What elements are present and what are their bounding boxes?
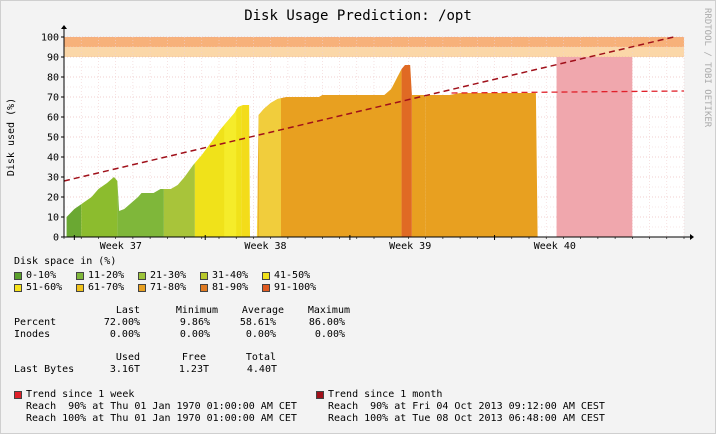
stats-header-max: Maximum (307, 305, 350, 316)
prediction-area (556, 57, 633, 237)
y-tick-label: 10 (47, 213, 59, 224)
trend-week-line2: Reach 100% at Thu 01 Jan 1970 01:00:00 A… (26, 413, 297, 424)
legend-label: 81-90% (212, 282, 249, 293)
legend-swatch (262, 284, 270, 292)
trend-week-swatch (14, 391, 22, 399)
legend-label: 31-40% (212, 270, 249, 281)
legend-label: 11-20% (88, 270, 125, 281)
y-tick-label: 60 (47, 113, 59, 124)
stats-row-label: Inodes (14, 329, 51, 340)
stats-row-label: Percent (14, 317, 57, 328)
bytes-row-total: 4.40T (246, 364, 277, 375)
y-tick-label: 90 (47, 53, 59, 64)
legend-swatch (76, 284, 84, 292)
stats-header-min: Minimum (175, 305, 218, 316)
trend-week-line1: Reach 90% at Thu 01 Jan 1970 01:00:00 AM… (26, 401, 297, 412)
usage-area-segment (425, 93, 538, 237)
legend-title: Disk space in (%) (14, 256, 117, 267)
y-tick-label: 70 (47, 93, 59, 104)
trend-month-swatch (316, 391, 324, 399)
y-tick-label: 30 (47, 173, 59, 184)
usage-area-segment (257, 69, 402, 237)
stats-row-min: 0.00% (179, 329, 210, 340)
trend-month-line (63, 36, 674, 182)
y-tick-label: 50 (47, 133, 59, 144)
legend-label: 61-70% (88, 282, 125, 293)
legend-swatch (14, 284, 22, 292)
x-tick-label: Week 37 (100, 241, 142, 252)
bytes-header-total: Total (245, 352, 276, 363)
legend-swatch (76, 272, 84, 280)
usage-area-segment (81, 177, 118, 237)
legend-swatch (200, 284, 208, 292)
watermark: RRDTOOL / TOBI OETIKER (702, 8, 712, 128)
bytes-row-used: 3.16T (109, 364, 140, 375)
legend-swatch (138, 284, 146, 292)
x-axis-arrow (690, 234, 694, 240)
y-axis-label: Disk used (%) (6, 98, 17, 176)
x-tick-label: Week 40 (534, 241, 576, 252)
trend-week-label: Trend since 1 week (26, 389, 135, 400)
stats-row-last: 72.00% (103, 317, 140, 328)
x-tick-label: Week 39 (389, 241, 431, 252)
bytes-row-label: Last Bytes (14, 364, 75, 375)
legend-swatch (138, 272, 146, 280)
bytes-header-used: Used (115, 352, 140, 363)
bytes-header-free: Free (181, 352, 206, 363)
y-tick-label: 20 (47, 193, 59, 204)
legend-swatch (14, 272, 22, 280)
legend-label: 51-60% (26, 282, 63, 293)
legend-swatch (200, 272, 208, 280)
stats-row-last: 0.00% (109, 329, 140, 340)
stats-row-max: 0.00% (314, 329, 345, 340)
usage-area-segment (401, 65, 412, 237)
y-tick-label: 0 (53, 233, 59, 244)
trend-month-label: Trend since 1 month (328, 389, 443, 400)
trend-month-line2: Reach 100% at Tue 08 Oct 2013 06:48:00 A… (328, 413, 605, 424)
legend-label: 21-30% (150, 270, 187, 281)
usage-area-segment (163, 163, 195, 237)
trend-month-line1: Reach 90% at Fri 04 Oct 2013 09:12:00 AM… (328, 401, 605, 412)
y-tick-label: 40 (47, 153, 59, 164)
legend-label: 91-100% (274, 282, 317, 293)
y-tick-label: 80 (47, 73, 59, 84)
legend-label: 71-80% (150, 282, 187, 293)
y-axis-arrow (61, 25, 67, 29)
chart-title: Disk Usage Prediction: /opt (244, 8, 472, 24)
stats-header-avg: Average (241, 305, 284, 316)
stats-row-avg: 58.61% (239, 317, 276, 328)
x-tick-label: Week 38 (244, 241, 286, 252)
bytes-row-free: 1.23T (178, 364, 209, 375)
usage-area-segment (411, 95, 426, 237)
trend-week-line (451, 90, 685, 94)
stats-row-min: 9.86% (179, 317, 210, 328)
usage-area-segment (117, 181, 164, 237)
legend-swatch (262, 272, 270, 280)
legend-label: 0-10% (26, 270, 57, 281)
legend-label: 41-50% (274, 270, 311, 281)
y-tick-label: 100 (41, 33, 59, 44)
stats-row-avg: 0.00% (245, 329, 276, 340)
usage-area-peak (258, 98, 281, 237)
usage-area-segment (66, 204, 82, 237)
usage-area-peak (224, 110, 237, 237)
stats-row-max: 86.00% (308, 317, 345, 328)
threshold-band (64, 37, 684, 47)
stats-header-last: Last (115, 305, 140, 316)
usage-area-segment (241, 105, 258, 237)
